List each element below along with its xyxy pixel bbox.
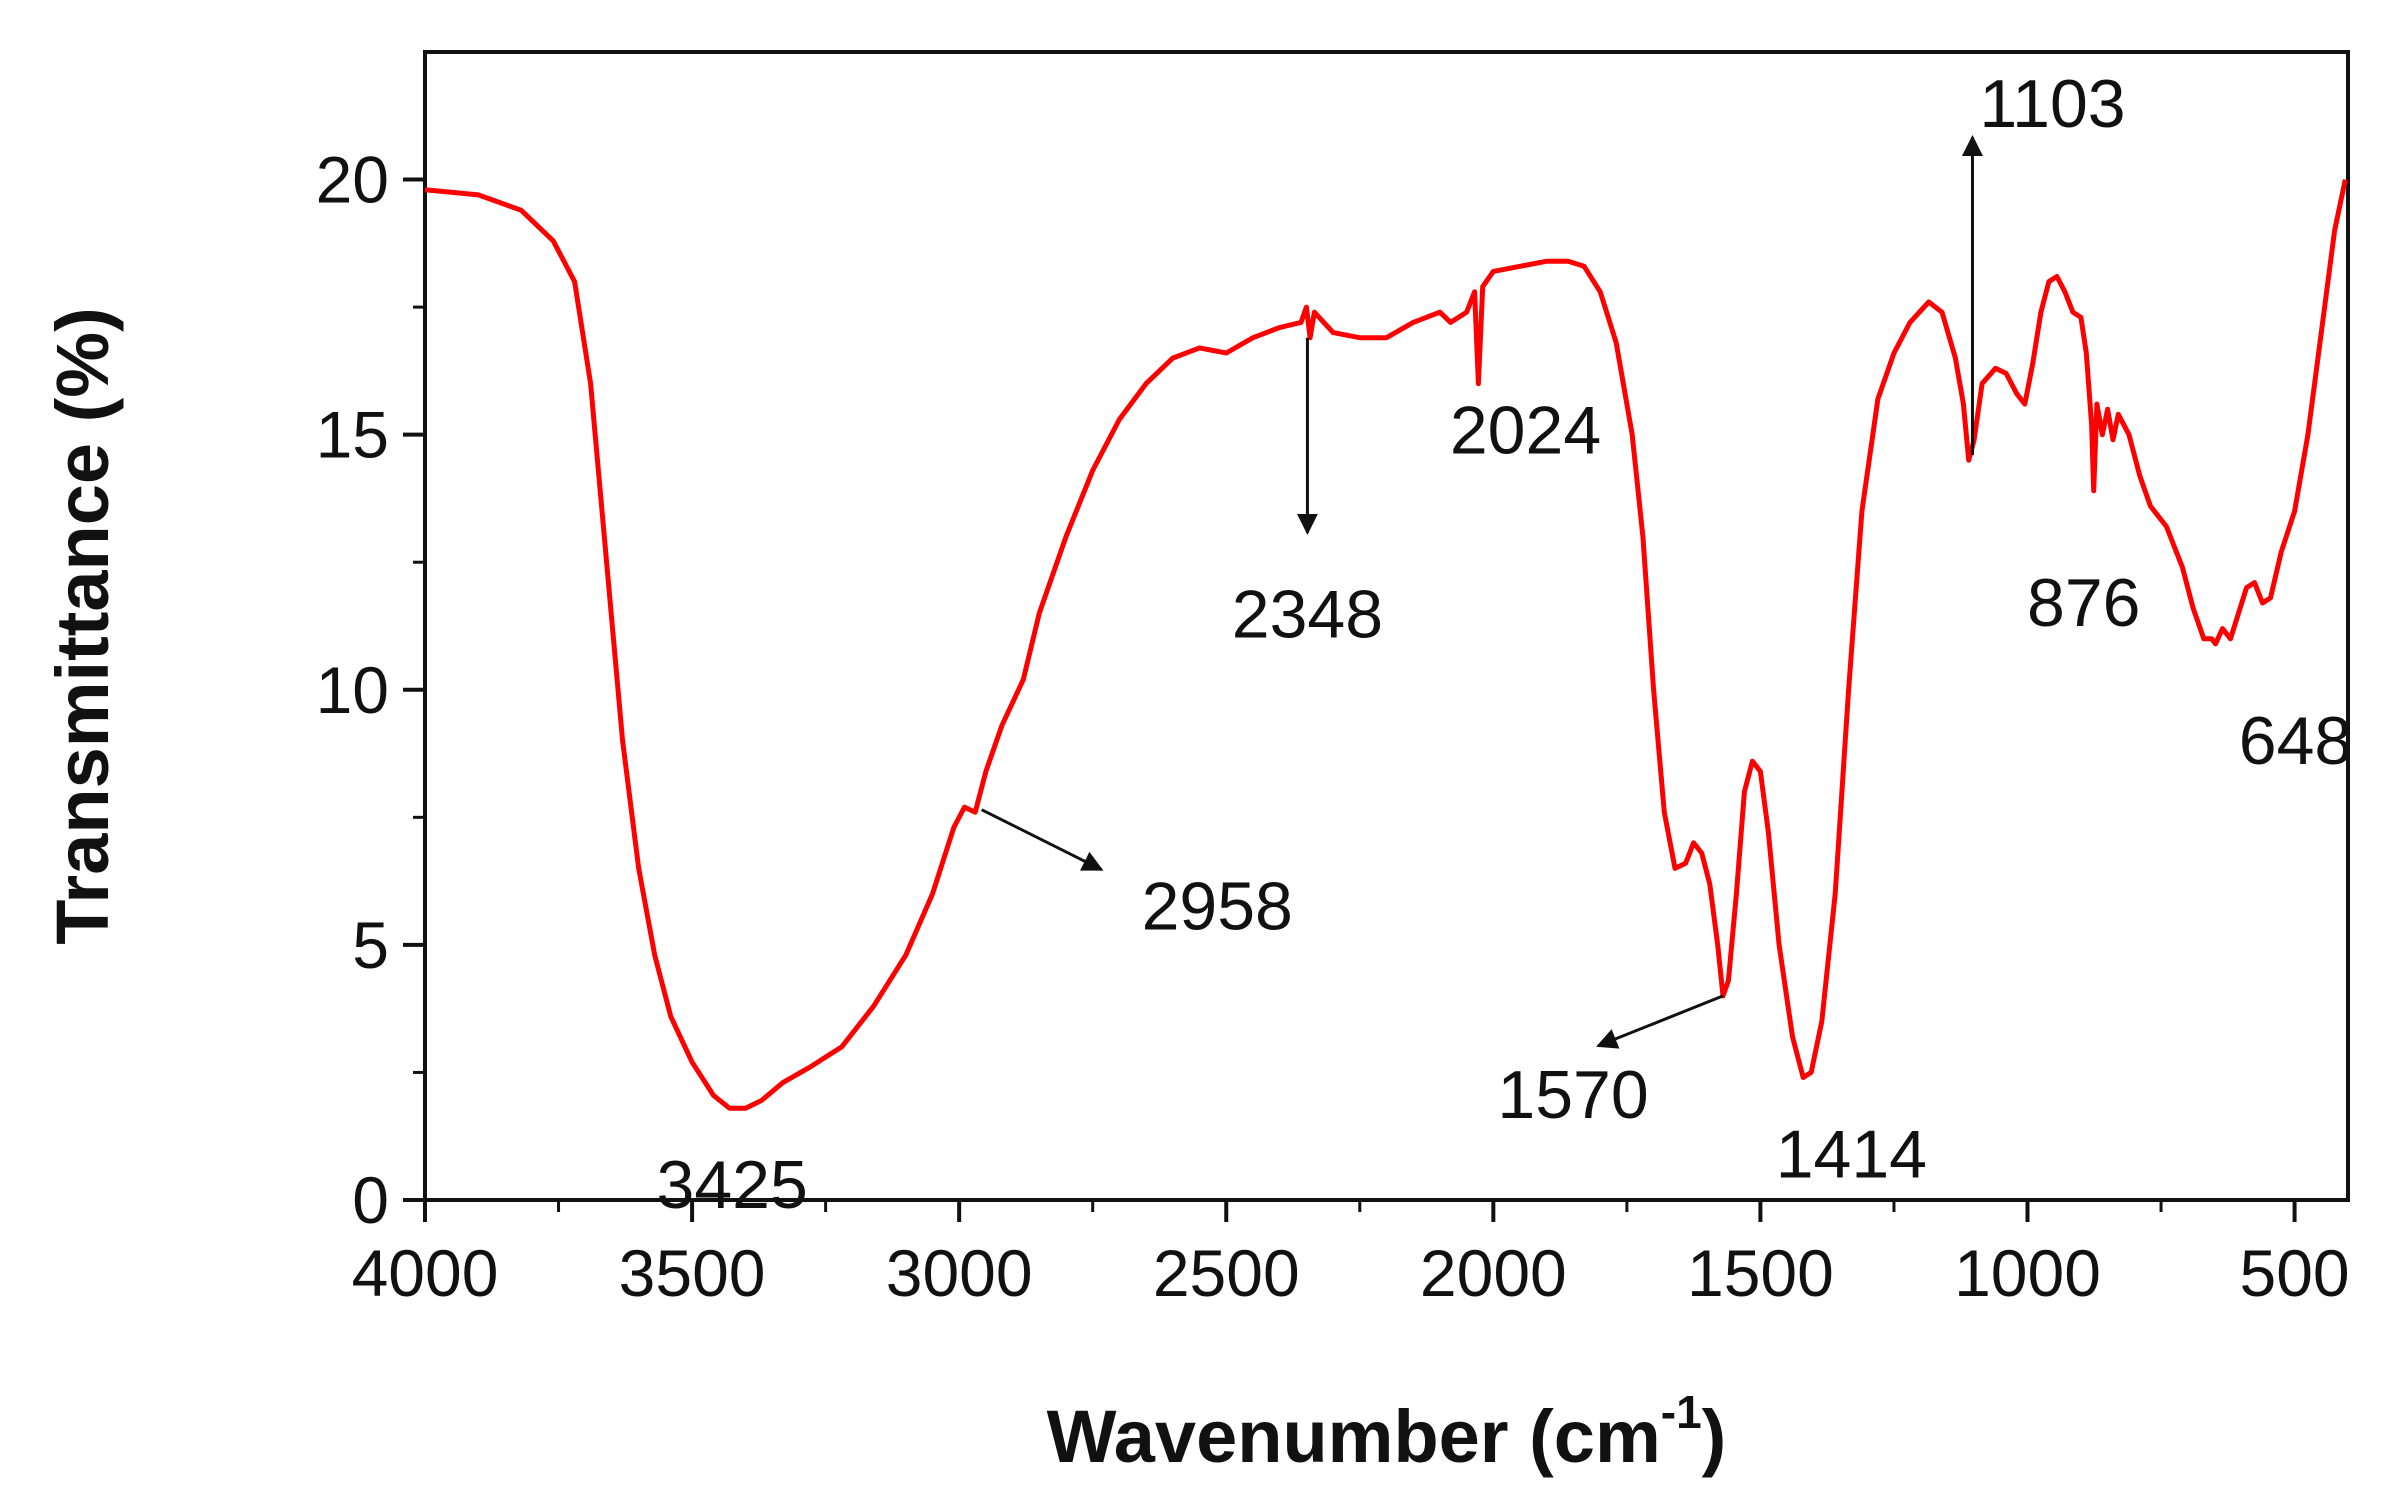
y-tick-label: 0 bbox=[352, 1163, 389, 1237]
y-tick-label: 5 bbox=[352, 908, 389, 982]
plot-border bbox=[423, 50, 2350, 1202]
peak-label: 2348 bbox=[1232, 577, 1383, 653]
peak-label: 2024 bbox=[1450, 393, 1601, 469]
peak-label: 648 bbox=[2239, 703, 2352, 779]
x-axis-title-close: ) bbox=[1702, 1395, 1727, 1478]
y-axis-title: Transmittance (%) bbox=[41, 307, 124, 944]
x-tick-label: 1000 bbox=[1954, 1236, 2101, 1310]
x-axis-ticks: 4000 3500 3000 2500 2000 1500 1000 500 bbox=[352, 1200, 2350, 1310]
peak-label: 1414 bbox=[1776, 1117, 1927, 1193]
peak-label: 3425 bbox=[657, 1147, 808, 1223]
x-axis-title-superscript: -1 bbox=[1661, 1386, 1702, 1438]
x-tick-label: 2500 bbox=[1153, 1236, 1300, 1310]
peak-label: 1103 bbox=[1979, 66, 2125, 142]
y-tick-label: 20 bbox=[316, 143, 389, 217]
y-tick-label: 10 bbox=[316, 653, 389, 727]
plot-frame bbox=[423, 50, 2350, 1202]
peak-arrow bbox=[1596, 994, 1724, 1049]
x-tick-label: 1500 bbox=[1687, 1236, 1834, 1310]
x-tick-label: 500 bbox=[2240, 1236, 2350, 1310]
peak-arrow bbox=[980, 808, 1104, 872]
x-tick-label: 4000 bbox=[352, 1236, 499, 1310]
peak-annotations: 3425 2958 2348 2024 1570 1414 1103 876 648 bbox=[657, 66, 2353, 1223]
x-axis-title-text: Wavenumber (cm bbox=[1047, 1395, 1661, 1478]
y-axis-ticks: 0 5 10 15 20 bbox=[316, 143, 425, 1237]
y-tick-label: 15 bbox=[316, 398, 389, 472]
x-tick-label: 2000 bbox=[1420, 1236, 1567, 1310]
peak-label: 876 bbox=[2027, 565, 2140, 641]
x-tick-label: 3000 bbox=[886, 1236, 1033, 1310]
peak-label: 1570 bbox=[1497, 1057, 1648, 1133]
peak-label: 2958 bbox=[1142, 869, 1293, 945]
spectrum-line bbox=[424, 179, 2348, 1111]
x-tick-label: 3500 bbox=[619, 1236, 766, 1310]
x-axis-title: Wavenumber (cm-1) bbox=[1047, 1386, 1727, 1478]
